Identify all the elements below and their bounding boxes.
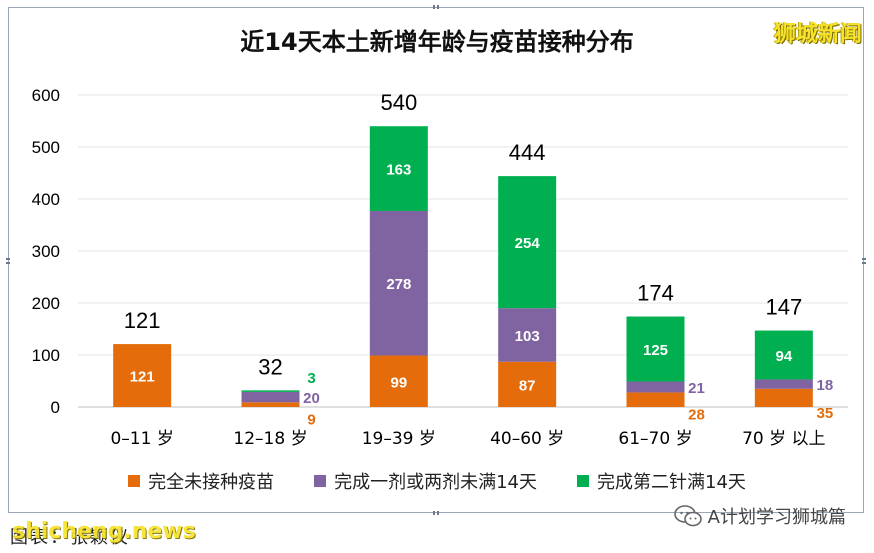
- y-tick-label: 300: [32, 242, 60, 261]
- data-label: 94: [775, 348, 792, 365]
- x-tick-label: 12–18 岁: [233, 429, 307, 449]
- wechat-account[interactable]: A计划学习狮城篇: [673, 503, 846, 529]
- legend-swatch-partial: [314, 475, 327, 487]
- bar-segment: [626, 392, 685, 407]
- data-label: 9: [307, 412, 315, 429]
- bar-segment: [754, 379, 813, 389]
- bar-segment: [754, 330, 813, 380]
- total-label: 174: [637, 281, 674, 306]
- legend-item-unvaccinated: 完全未接种疫苗: [128, 468, 274, 494]
- total-label: 121: [124, 308, 161, 333]
- data-label: 99: [390, 374, 407, 391]
- x-tick-label: 61–70 岁: [618, 429, 692, 449]
- bar-segment: [241, 390, 300, 392]
- resize-handle-bottom[interactable]: [433, 511, 441, 515]
- data-label: 28: [688, 407, 705, 424]
- bar-segment: [369, 210, 428, 356]
- bar-segment: [241, 402, 300, 407]
- data-label: 35: [816, 405, 833, 422]
- legend-label-unvaccinated: 完全未接种疫苗: [148, 472, 275, 493]
- wechat-icon: [673, 505, 702, 527]
- data-label: 278: [386, 276, 411, 293]
- legend-swatch-full: [577, 475, 589, 487]
- y-tick-label: 200: [32, 294, 60, 313]
- bar-segment: [498, 308, 557, 362]
- y-tick-label: 100: [32, 346, 60, 365]
- legend-label-partial: 完成一剂或两剂未满14天: [334, 472, 537, 493]
- y-tick-label: 0: [51, 398, 60, 417]
- total-label: 32: [258, 354, 282, 379]
- chart-title: 近14天本土新增年龄与疫苗接种分布: [240, 28, 634, 56]
- bar-segment: [113, 344, 172, 407]
- total-label: 147: [765, 295, 802, 320]
- bar-segment: [498, 361, 557, 407]
- data-label: 125: [643, 342, 668, 359]
- data-label: 20: [303, 390, 320, 407]
- x-tick-label: 40–60 岁: [490, 429, 564, 449]
- total-label: 444: [509, 140, 546, 165]
- bar-segment: [369, 355, 428, 407]
- resize-handle-left[interactable]: [6, 256, 10, 264]
- data-label: 103: [515, 328, 540, 345]
- data-label: 21: [688, 380, 705, 397]
- legend-item-full: 完成第二针满14天: [577, 468, 746, 494]
- x-tick-label: 70 岁 以上: [742, 429, 825, 449]
- resize-handle-right[interactable]: [862, 256, 866, 264]
- bar-segment: [626, 381, 685, 393]
- data-label: 87: [519, 377, 536, 394]
- brand-logo: 狮城新闻: [773, 22, 862, 47]
- data-label: 254: [515, 235, 541, 252]
- watermark: shicheng.news: [12, 519, 196, 544]
- chart-legend: 完全未接种疫苗 完成一剂或两剂未满14天 完成第二针满14天: [0, 468, 874, 494]
- chart-credit: 图表：张颖仪: [10, 527, 130, 548]
- total-label: 540: [380, 90, 417, 115]
- resize-handle-top[interactable]: [433, 5, 441, 9]
- wechat-account-name: A计划学习狮城篇: [707, 507, 846, 528]
- data-label: 163: [386, 162, 411, 179]
- bar-segment: [626, 316, 685, 382]
- y-tick-label: 600: [32, 86, 60, 105]
- bar-segment: [754, 388, 813, 407]
- bar-segment: [498, 176, 557, 309]
- legend-label-full: 完成第二针满14天: [597, 472, 746, 493]
- legend-item-partial: 完成一剂或两剂未满14天: [314, 468, 537, 494]
- x-tick-label: 0–11 岁: [110, 429, 173, 449]
- y-tick-label: 500: [32, 138, 60, 157]
- data-label: 3: [307, 370, 315, 387]
- data-label: 18: [816, 377, 833, 394]
- y-tick-label: 400: [32, 190, 60, 209]
- legend-swatch-unvaccinated: [128, 475, 141, 487]
- chart-frame: [8, 7, 864, 513]
- bar-segment: [241, 391, 300, 403]
- x-tick-label: 19–39 岁: [362, 429, 436, 449]
- data-label: 121: [130, 369, 155, 386]
- bar-segment: [369, 126, 428, 211]
